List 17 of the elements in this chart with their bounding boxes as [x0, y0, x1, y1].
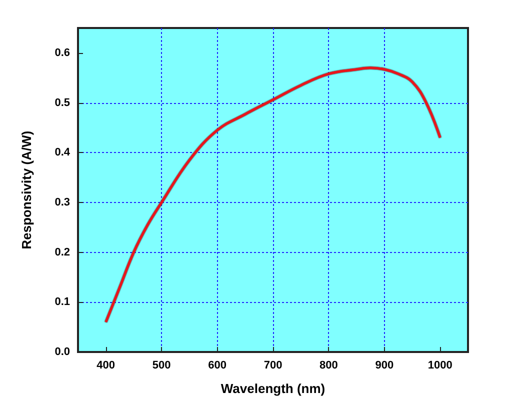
y-tick-label: 0.4	[54, 146, 71, 159]
x-tick-label: 500	[152, 360, 171, 372]
x-tick-label: 600	[208, 360, 226, 372]
y-tick-label: 0.3	[54, 196, 70, 208]
y-axis-title: Responsivity (A/W)	[19, 130, 34, 250]
x-tick-label: 900	[375, 360, 394, 372]
x-tick-label: 400	[96, 360, 116, 372]
text: 0.0	[54, 346, 70, 358]
x-tick-label: 1000	[428, 360, 452, 372]
x-axis-title: Wavelength (nm)	[220, 381, 326, 396]
y-tick-label: 0.1	[54, 296, 70, 308]
x-tick-label: 700	[264, 360, 282, 372]
x-tick-label: 800	[320, 360, 338, 372]
y-tick-label: 0.5	[54, 96, 70, 109]
y-tick-label: 0.6	[54, 46, 70, 59]
line-series	[104, 66, 442, 324]
y-tick-label: 0.2	[54, 246, 70, 258]
